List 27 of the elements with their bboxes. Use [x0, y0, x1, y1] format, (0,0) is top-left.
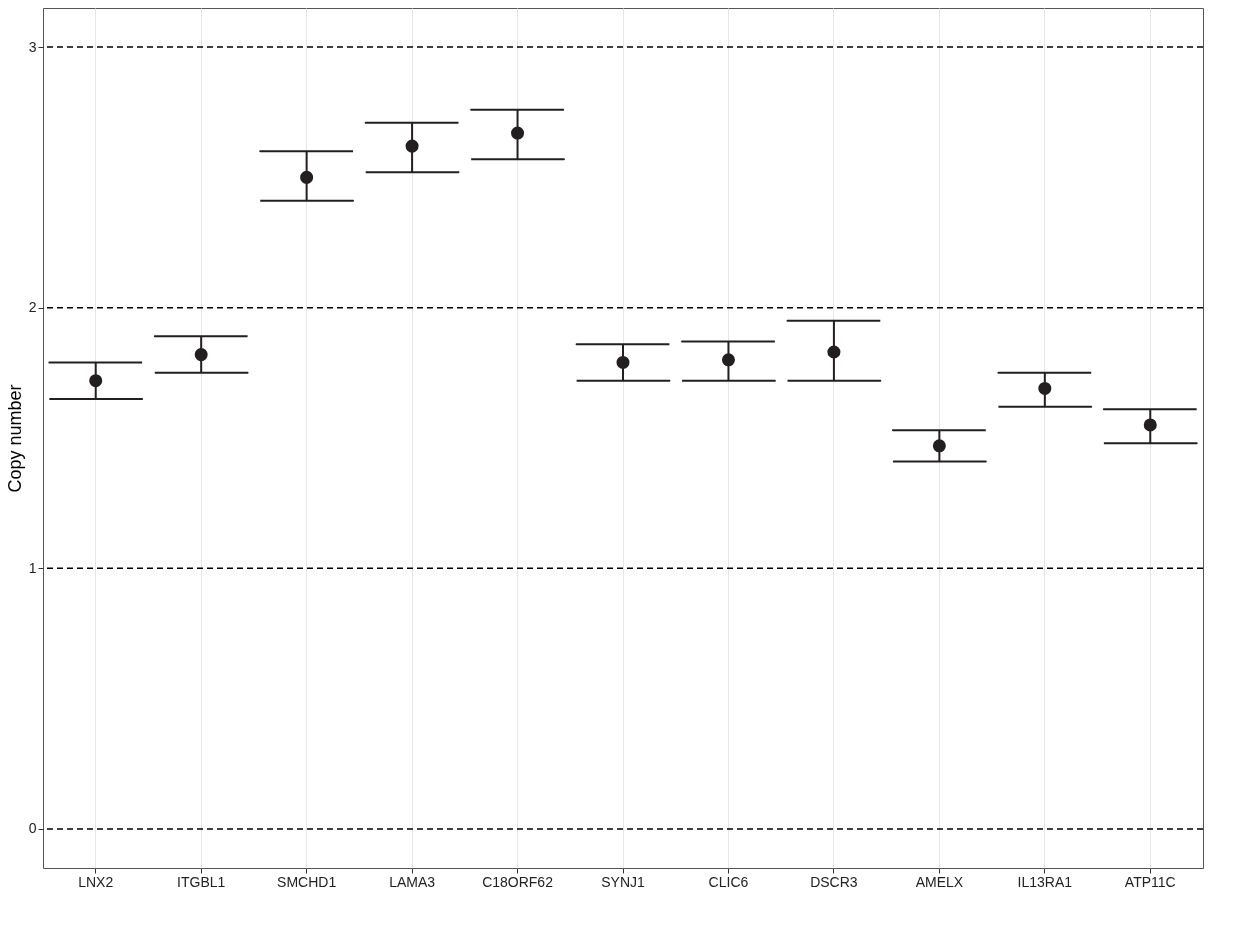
x-tick-label: DSCR3 [810, 873, 858, 890]
point [511, 126, 525, 140]
y-tick-label: 3 [28, 38, 37, 55]
point [405, 139, 419, 153]
point [932, 439, 946, 453]
x-tick-label: IL13RA1 [1017, 873, 1073, 890]
x-tick-label: CLIC6 [708, 873, 749, 890]
point [89, 374, 103, 388]
y-tick-label: 0 [28, 820, 37, 837]
x-tick-label: SMCHD1 [277, 873, 337, 890]
x-tick-label: ITGBL1 [177, 873, 226, 890]
point [1038, 381, 1052, 395]
x-tick-label: C18ORF62 [482, 873, 554, 890]
point [194, 348, 208, 362]
x-tick-label: AMELX [915, 873, 964, 890]
x-tick-label: LAMA3 [389, 873, 436, 890]
point [300, 170, 314, 184]
point [1143, 418, 1157, 432]
point [616, 355, 630, 369]
x-tick-label: LNX2 [78, 873, 114, 890]
point [827, 345, 841, 359]
y-tick-label: 2 [28, 299, 37, 316]
point [721, 353, 735, 367]
y-axis-title: Copy number [4, 384, 25, 493]
x-tick-label: SYNJ1 [601, 873, 645, 890]
y-tick-label: 1 [28, 559, 37, 576]
x-tick-label: ATP11C [1124, 873, 1176, 890]
